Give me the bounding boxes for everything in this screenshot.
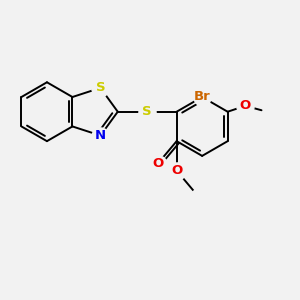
Text: N: N bbox=[95, 129, 106, 142]
Text: S: S bbox=[96, 81, 105, 94]
Text: S: S bbox=[142, 105, 152, 118]
Text: O: O bbox=[152, 157, 163, 170]
Text: O: O bbox=[171, 164, 182, 177]
Text: Br: Br bbox=[194, 91, 211, 103]
Text: O: O bbox=[240, 99, 251, 112]
